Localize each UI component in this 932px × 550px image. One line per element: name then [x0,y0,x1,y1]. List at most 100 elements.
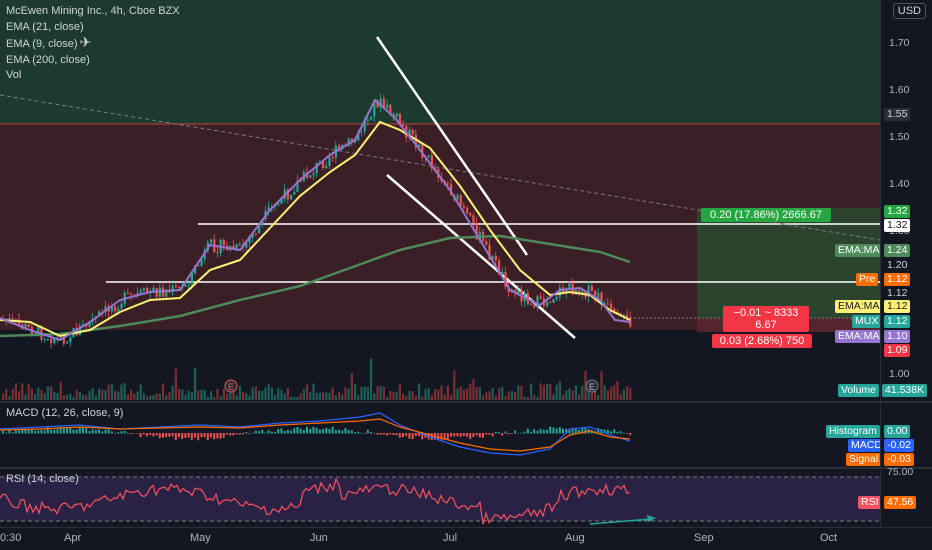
volume-bar [43,393,46,400]
candle-body [299,180,302,182]
candle-body [286,189,289,200]
candle-body [110,306,113,312]
macd-axis[interactable]: 0.00 -0.02 -0.03 [880,403,932,467]
volume-bar [546,383,549,400]
profit-box[interactable]: 0.20 (17.86%) 2666.67 [701,208,831,222]
earnings-marker-2[interactable]: E [585,379,599,393]
volume-bar [510,391,513,400]
candle-body [398,113,401,125]
candle-body [418,144,421,148]
profit-zone[interactable] [697,208,880,318]
middle-box[interactable]: −0.01 ~ 8333 6.67 [723,306,809,332]
tick-100: 1.00 [889,368,910,380]
rsi-label[interactable]: RSI (14, close) [6,473,79,485]
candle-body [251,233,254,238]
macd-histogram [2,426,632,441]
pane-separator-2[interactable] [0,467,932,469]
loss-box[interactable]: 0.03 (2.68%) 750 [712,334,812,348]
histogram-bar [59,426,62,434]
legend-vol[interactable]: Vol [6,69,22,81]
rsi-line[interactable] [0,477,631,525]
rsi-pane[interactable]: RSI (14, close) RSI [0,469,880,527]
histogram-bar [210,433,212,438]
date-apr: Apr [64,532,82,544]
currency-button[interactable]: USD [892,3,926,19]
histogram-bar [626,433,628,434]
volume-bar [453,370,456,400]
legend-ema200[interactable]: EMA (200, close) [6,53,90,66]
histogram-bar [318,429,321,434]
histogram-bar [229,433,232,436]
histogram-bar [450,433,452,437]
histogram-bar [219,433,222,439]
volume-bar [626,386,629,400]
volume-bar [443,394,446,400]
candle-body [402,124,405,126]
candle-body [248,237,251,243]
histogram-bar [622,432,625,434]
histogram-bar [238,433,241,435]
price-axis[interactable]: USD 1.70 1.60 1.50 1.40 1.30 1.00 1.55 1… [880,0,932,401]
histogram-bar [146,433,148,437]
ema9-line[interactable] [0,98,631,342]
histogram-bar [110,431,113,434]
volume-bar [440,385,443,400]
volume-bar [594,387,597,400]
histogram-bar [226,433,228,435]
histogram-bar [338,429,340,434]
date-axis[interactable]: 0:30 Apr May Jun Jul Aug Sep Oct [0,527,932,550]
chart-legend: McEwen Mining Inc., 4h, Cboe BZX EMA (21… [6,4,180,84]
volume-bar [85,395,88,400]
volume-bar [421,396,424,400]
candle-body [178,287,181,289]
rsi-svg[interactable] [0,469,880,527]
pane-separator-1[interactable] [0,401,932,403]
candle-body [190,272,193,285]
histogram-bar [11,432,14,434]
volume-bar [526,396,529,400]
symbol-title[interactable]: McEwen Mining Inc., 4h, Cboe BZX [6,5,180,17]
volume-bar [306,384,309,400]
rsi-axis[interactable]: 75.00 47.56 [880,466,932,527]
volume-bar [222,388,225,400]
histogram-bar [360,432,363,434]
legend-ema21[interactable]: EMA (21, close) [6,20,84,33]
histogram-bar [2,430,4,434]
signal-line[interactable] [0,418,631,452]
price-chart-svg[interactable]: E E [0,0,880,401]
volume-bar [171,385,174,400]
candle-body [117,308,120,312]
candle-body [616,311,619,314]
macd-svg[interactable] [0,403,880,467]
histogram-bar [168,433,171,437]
histogram-bar [408,433,411,439]
histogram-bar [162,433,164,438]
channel-upper-line[interactable] [375,36,529,256]
histogram-bar [507,433,510,435]
histogram-bar [27,429,30,434]
volume-bar [568,388,571,400]
date-jun: Jun [310,532,328,544]
channel-lower-line[interactable] [386,174,576,339]
macd-label[interactable]: MACD (12, 26, close, 9) [6,407,124,419]
volume-bar [213,396,216,400]
histogram-bar [66,428,68,434]
volume-bar [574,385,577,400]
volume-bar [136,391,139,400]
ema200-line[interactable] [0,234,631,338]
candle-body [104,306,107,313]
volume-bar [357,395,360,400]
histogram-bar [120,431,123,434]
volume-bar [114,390,117,400]
legend-ema9[interactable]: EMA (9, close) ✈ [6,34,180,53]
volume-bar [450,395,453,400]
histogram-bar [462,433,465,437]
candle-body [210,239,213,243]
price-pane[interactable]: E E McEwen Mining Inc., 4h, Cboe BZX EMA… [0,0,880,401]
volume-bar [328,392,331,400]
histogram-bar [584,427,587,434]
earnings-marker-1[interactable]: E [224,379,238,393]
rsi-divergence-arrow[interactable] [589,518,653,525]
macd-pane[interactable]: MACD (12, 26, close, 9) Histogram MACD S… [0,403,880,467]
histogram-bar [523,431,526,434]
